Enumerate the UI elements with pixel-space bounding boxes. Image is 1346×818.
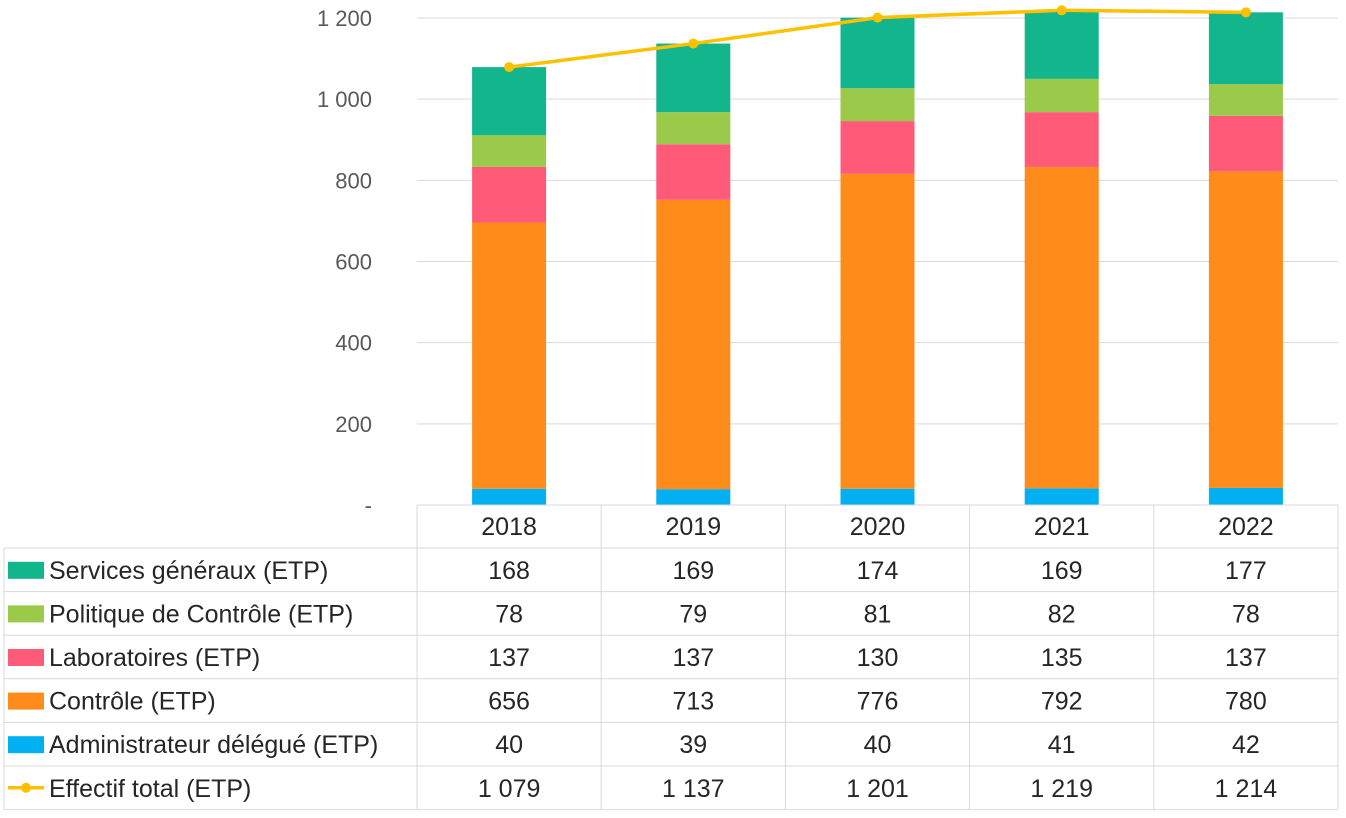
bar-segment-3-2018 (472, 166, 547, 223)
y-axis-ticks: - 200 400 600 800 1 000 1 200 (317, 6, 372, 518)
total-line-point-2019 (688, 38, 699, 49)
table-cell: 40 (864, 731, 892, 759)
legend-key-swatch (8, 649, 44, 666)
x-category-label: 2022 (1218, 513, 1274, 541)
legend-label: Laboratoires (ETP) (49, 644, 260, 672)
y-tick-label: - (365, 493, 372, 518)
legend-key-swatch (8, 692, 44, 710)
total-line-point-2020 (872, 12, 883, 23)
bar-segment-1-2022 (1208, 487, 1283, 505)
bar-segment-4-2019 (656, 112, 731, 145)
bar-segment-3-2020 (840, 121, 915, 174)
bar-segment-4-2021 (1024, 78, 1099, 113)
table-cell: 1 201 (846, 775, 909, 803)
legend-key-swatch (8, 736, 44, 754)
legend-key-marker (21, 782, 31, 793)
x-category-label: 2020 (850, 513, 906, 541)
y-tick-label: 600 (335, 250, 372, 275)
bar-segment-3-2022 (1208, 115, 1283, 172)
table-cell: 177 (1225, 557, 1267, 585)
table-cell: 713 (672, 688, 714, 716)
table-cell: 776 (857, 688, 899, 716)
table-cell: 1 137 (662, 775, 725, 803)
table-cell: 41 (1048, 731, 1076, 759)
bar-segment-1-2021 (1024, 488, 1099, 505)
bar-segment-5-2022 (1208, 12, 1283, 85)
bar-segment-1-2018 (472, 488, 547, 505)
legend-label: Effectif total (ETP) (49, 775, 251, 803)
table-cell: 169 (672, 557, 714, 585)
y-tick-label: 800 (335, 168, 372, 193)
bar-segment-3-2019 (656, 144, 731, 200)
bar-segment-2-2019 (656, 199, 731, 490)
legend-key-swatch (8, 561, 44, 579)
bar-segment-5-2021 (1024, 10, 1099, 79)
bar-segment-1-2019 (656, 489, 731, 505)
bar-segment-3-2021 (1024, 112, 1099, 167)
table-cell: 130 (857, 644, 899, 672)
table-cell: 42 (1232, 731, 1260, 759)
table-cell: 174 (857, 557, 899, 585)
table-cell: 137 (672, 644, 714, 672)
y-tick-label: 1 200 (317, 6, 372, 31)
legend-key-swatch (8, 605, 44, 623)
table-cell: 78 (495, 600, 523, 628)
bars (472, 10, 1283, 505)
data-table: 2018 2019 2020 2021 2022 Services généraux (E… (3, 504, 1339, 811)
bar-segment-1-2020 (840, 488, 915, 505)
x-category-label: 2018 (481, 513, 537, 541)
table-cell: 1 214 (1215, 775, 1278, 803)
table-cell: 168 (488, 557, 530, 585)
table-cell: 169 (1041, 557, 1083, 585)
bar-segment-5-2018 (472, 67, 547, 136)
total-line-point-2022 (1240, 7, 1251, 18)
table-cell: 39 (679, 731, 707, 759)
table-cell: 137 (1225, 644, 1267, 672)
bar-segment-2-2018 (472, 222, 547, 489)
bar-segment-5-2019 (656, 43, 731, 113)
legend-label: Services généraux (ETP) (49, 557, 328, 585)
y-tick-label: 1 000 (317, 87, 372, 112)
table-cell: 1 079 (478, 775, 541, 803)
x-category-label: 2019 (665, 513, 721, 541)
total-line-point-2018 (504, 62, 515, 73)
table-cell: 656 (488, 688, 530, 716)
bar-segment-4-2022 (1208, 84, 1283, 116)
table-cell: 40 (495, 731, 523, 759)
total-line-point-2021 (1056, 5, 1067, 16)
table-cell: 81 (864, 600, 892, 628)
legend-label: Politique de Contrôle (ETP) (49, 600, 353, 628)
bar-segment-4-2020 (840, 88, 915, 122)
bar-segment-2-2021 (1024, 166, 1099, 489)
table-cell: 78 (1232, 600, 1260, 628)
bar-segment-4-2018 (472, 135, 547, 167)
legend-label: Contrôle (ETP) (49, 688, 216, 716)
y-tick-label: 400 (335, 331, 372, 356)
bar-segment-5-2020 (840, 17, 915, 89)
total-line (504, 5, 1251, 73)
table-cell: 79 (679, 600, 707, 628)
bar-segment-2-2020 (840, 173, 915, 489)
table-cell: 780 (1225, 688, 1267, 716)
table-cell: 137 (488, 644, 530, 672)
legend-label: Administrateur délégué (ETP) (49, 731, 378, 759)
table-cell: 1 219 (1030, 775, 1093, 803)
table-cell: 82 (1048, 600, 1076, 628)
x-category-label: 2021 (1034, 513, 1090, 541)
table-cell: 792 (1041, 688, 1083, 716)
bar-segment-2-2022 (1208, 171, 1283, 488)
table-cell: 135 (1041, 644, 1083, 672)
y-tick-label: 200 (335, 412, 372, 437)
